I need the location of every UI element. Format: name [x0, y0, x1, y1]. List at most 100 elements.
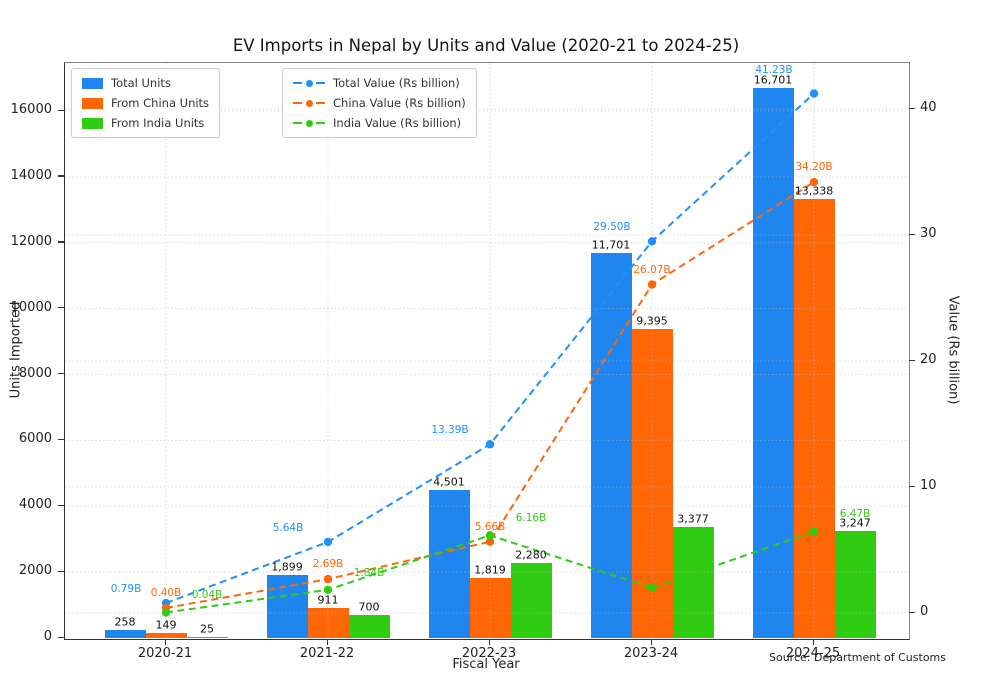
china-units-swatch: [82, 97, 103, 109]
bar-value-label: 4,501: [433, 475, 465, 489]
chart-title: EV Imports in Nepal by Units and Value (…: [232, 36, 740, 55]
legend-label: India Value (Rs billion): [333, 116, 462, 130]
y-right-tick-label: 0: [920, 604, 929, 619]
y-left-tick-label: 8000: [18, 365, 52, 381]
bars-layer: [65, 63, 909, 639]
x-tick-label: 2021-22: [299, 646, 355, 661]
y-right-tick-label: 40: [920, 100, 937, 115]
legend-label: From India Units: [111, 116, 205, 130]
x-tick: [488, 639, 490, 645]
legend-item-total-units: Total Units: [82, 75, 209, 91]
line-value-label: 2.69B: [312, 558, 344, 571]
bar-value-label: 911: [317, 593, 339, 607]
y-left-tick: [58, 570, 64, 572]
india-units-swatch: [82, 117, 103, 129]
bar-value-label: 13,338: [794, 184, 834, 198]
y-left-tick: [58, 109, 64, 111]
plot-area: 258 1,899 4,501 11,701 16,701 149 911 1,819 9,39…: [64, 62, 910, 640]
marker-dot: [485, 537, 495, 546]
line-value-label: 6.47B: [839, 508, 871, 521]
y-left-tick: [58, 636, 64, 638]
y-left-tick-label: 14000: [10, 167, 52, 183]
line-value-label: 26.07B: [633, 263, 671, 276]
marker-dot: [809, 89, 819, 98]
x-tick-label: 2022-23: [461, 646, 517, 661]
x-tick: [812, 639, 814, 645]
y-left-tick: [58, 241, 64, 243]
y-right-tick: [909, 107, 915, 109]
marker-dot: [647, 280, 657, 289]
bar-value-label: 700: [358, 600, 380, 614]
marker-dot: [323, 537, 333, 547]
legend-label: From China Units: [111, 96, 210, 110]
bar-value-label: 258: [114, 615, 136, 629]
x-tick: [164, 639, 166, 645]
china-value-marker-icon: [293, 99, 325, 107]
y-right-tick: [909, 359, 915, 361]
line-value-label: 1.84B: [353, 566, 385, 579]
y-right-tick: [909, 611, 915, 613]
legend-label: Total Value (Rs billion): [333, 76, 460, 90]
y-left-tick-label: 10000: [10, 299, 52, 315]
bar-total-units-2020-21: [104, 630, 146, 638]
line-value-label: 0.40B: [150, 586, 182, 599]
y-axis-left-label: Units Imported: [8, 301, 24, 399]
line-value-label: 29.50B: [593, 221, 631, 234]
y-left-tick-label: 2000: [18, 563, 52, 579]
marker-dot: [485, 440, 495, 449]
bar-value-label: 1,899: [271, 560, 303, 574]
total-value-marker-icon: [293, 79, 325, 87]
line-value-label: 13.39B: [431, 424, 469, 437]
bar-from-india-units-2020-21: [186, 637, 228, 638]
line-value-label: 34.20B: [795, 161, 833, 174]
legend-bars: Total Units From China Units From India …: [71, 68, 221, 138]
x-tick-label: 2020-21: [137, 646, 193, 661]
marker-dot: [647, 237, 657, 246]
marker-dot: [323, 574, 333, 584]
bar-value-label: 1,819: [474, 563, 506, 577]
y-left-tick: [58, 504, 64, 507]
y-left-tick-label: 6000: [18, 431, 52, 447]
legend-item-total-value: Total Value (Rs billion): [293, 75, 466, 91]
legend-item-china-value: China Value (Rs billion): [293, 95, 466, 111]
line-value-label: 0.04B: [191, 589, 223, 602]
bar-value-label: 149: [155, 618, 177, 632]
bar-from-india-units-2024-25: [834, 531, 876, 638]
bar-value-label: 2,280: [515, 548, 547, 562]
total-units-swatch: [82, 77, 103, 89]
bar-from-india-units-2022-23: [510, 563, 552, 638]
bar-total-units-2021-22: [266, 575, 308, 638]
bar-from-china-units-2020-21: [145, 633, 187, 638]
marker-dot: [809, 527, 819, 536]
y-left-tick-label: 12000: [10, 233, 52, 249]
legend-item-china-units: From China Units: [82, 95, 209, 111]
india-value-marker-icon: [293, 119, 325, 127]
x-axis-label: Fiscal Year: [452, 657, 520, 672]
marker-dot: [323, 585, 333, 595]
line-value-label: 5.64B: [272, 521, 304, 534]
bar-value-label: 3,377: [677, 512, 709, 526]
y-left-tick: [58, 373, 64, 375]
x-tick-label: 2024-25: [785, 646, 841, 661]
bar-from-india-units-2021-22: [348, 615, 390, 638]
y-left-tick-label: 16000: [10, 102, 52, 117]
marker-dot: [647, 583, 657, 592]
line-value-label: 6.16B: [515, 512, 547, 525]
y-axis-right-label: Value (Rs billion): [945, 295, 961, 405]
x-tick-label: 2023-24: [623, 646, 679, 661]
bar-value-label: 3,247: [839, 516, 871, 530]
y-right-tick: [909, 485, 915, 487]
marker-dot: [161, 608, 171, 617]
y-right-tick-label: 30: [920, 226, 937, 241]
marker-dot: [809, 177, 819, 187]
y-left-tick-label: 0: [43, 629, 52, 644]
source-note: Source: Department of Customs: [768, 651, 946, 664]
gridlines-and-lines: [65, 63, 909, 639]
x-tick: [650, 639, 652, 645]
bar-value-label: 25: [200, 622, 214, 636]
x-tick: [326, 639, 328, 645]
y-left-tick: [58, 307, 64, 309]
y-right-tick-label: 10: [920, 478, 937, 493]
bar-from-india-units-2023-24: [672, 527, 714, 638]
